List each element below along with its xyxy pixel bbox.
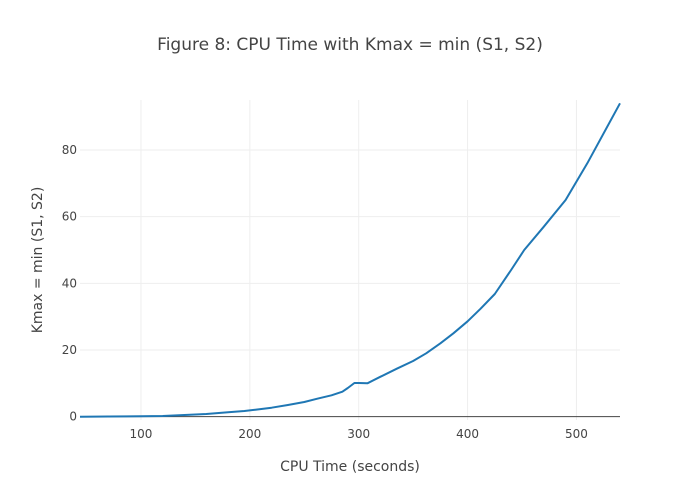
x-axis-ticks: 100 200 300 400 500 xyxy=(130,427,588,441)
x-tick-label: 400 xyxy=(456,427,479,441)
y-tick-label: 60 xyxy=(62,210,77,224)
chart-title: Figure 8: CPU Time with Kmax = min (S1, … xyxy=(157,35,543,55)
y-tick-label: 0 xyxy=(69,410,77,424)
series-line xyxy=(79,102,621,418)
y-tick-label: 20 xyxy=(62,343,77,357)
y-tick-label: 80 xyxy=(62,143,77,157)
x-tick-label: 100 xyxy=(130,427,153,441)
gridlines xyxy=(80,100,620,420)
y-axis-ticks: 0 20 40 60 80 xyxy=(62,143,77,424)
series-layer xyxy=(79,102,621,418)
y-axis-title: Kmax = min (S1, S2) xyxy=(30,187,46,334)
x-tick-label: 200 xyxy=(238,427,261,441)
x-axis-title: CPU Time (seconds) xyxy=(280,459,420,475)
y-tick-label: 40 xyxy=(62,276,77,290)
x-tick-label: 300 xyxy=(347,427,370,441)
x-tick-label: 500 xyxy=(565,427,588,441)
